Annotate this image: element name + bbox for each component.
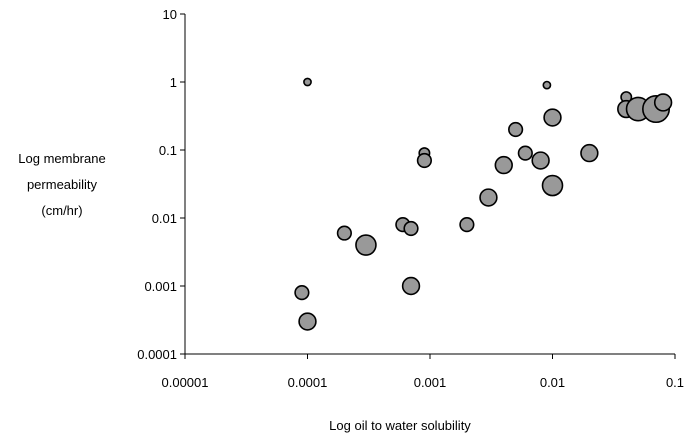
y-axis-label-line: (cm/hr): [41, 203, 83, 218]
x-tick-label: 0.00001: [162, 375, 209, 390]
x-tick-label: 0.001: [414, 375, 447, 390]
data-point: [653, 93, 673, 112]
data-point: [416, 152, 432, 169]
y-axis-label: Log membrane permeability (cm/hr): [2, 146, 122, 224]
data-point: [479, 188, 498, 207]
x-tick-label: 0.0001: [288, 375, 328, 390]
data-point: [580, 143, 599, 163]
data-point: [543, 108, 562, 127]
data-point: [336, 225, 352, 241]
data-points: [294, 77, 673, 331]
axes: 10 1 0.1 0.01 0.001 0.0001 0.00001 0.0001 0.001 0…: [137, 7, 684, 390]
x-tick-label: 0.1: [666, 375, 684, 390]
y-tick-label: 0.1: [159, 143, 177, 158]
y-axis-label-line: permeability: [26, 177, 98, 192]
data-point: [517, 145, 533, 161]
data-point: [508, 121, 524, 138]
y-axis-label-line: Log membrane: [18, 151, 106, 166]
data-point: [298, 312, 317, 331]
data-point: [401, 276, 421, 296]
x-axis-label: Log oil to water solubility: [329, 418, 471, 433]
y-tick-label: 0.0001: [137, 347, 177, 362]
data-point: [531, 151, 550, 170]
y-tick-label: 10: [163, 7, 177, 22]
data-point: [542, 80, 552, 90]
y-tick-label: 0.001: [144, 279, 177, 294]
data-point: [403, 220, 419, 237]
x-tick-label: 0.01: [540, 375, 565, 390]
data-point: [303, 77, 312, 87]
data-point: [294, 284, 310, 301]
data-point: [541, 174, 564, 197]
data-point: [494, 155, 513, 175]
data-point: [459, 216, 475, 233]
data-point: [355, 234, 377, 256]
y-tick-label: 1: [170, 75, 177, 90]
y-tick-label: 0.01: [152, 211, 177, 226]
